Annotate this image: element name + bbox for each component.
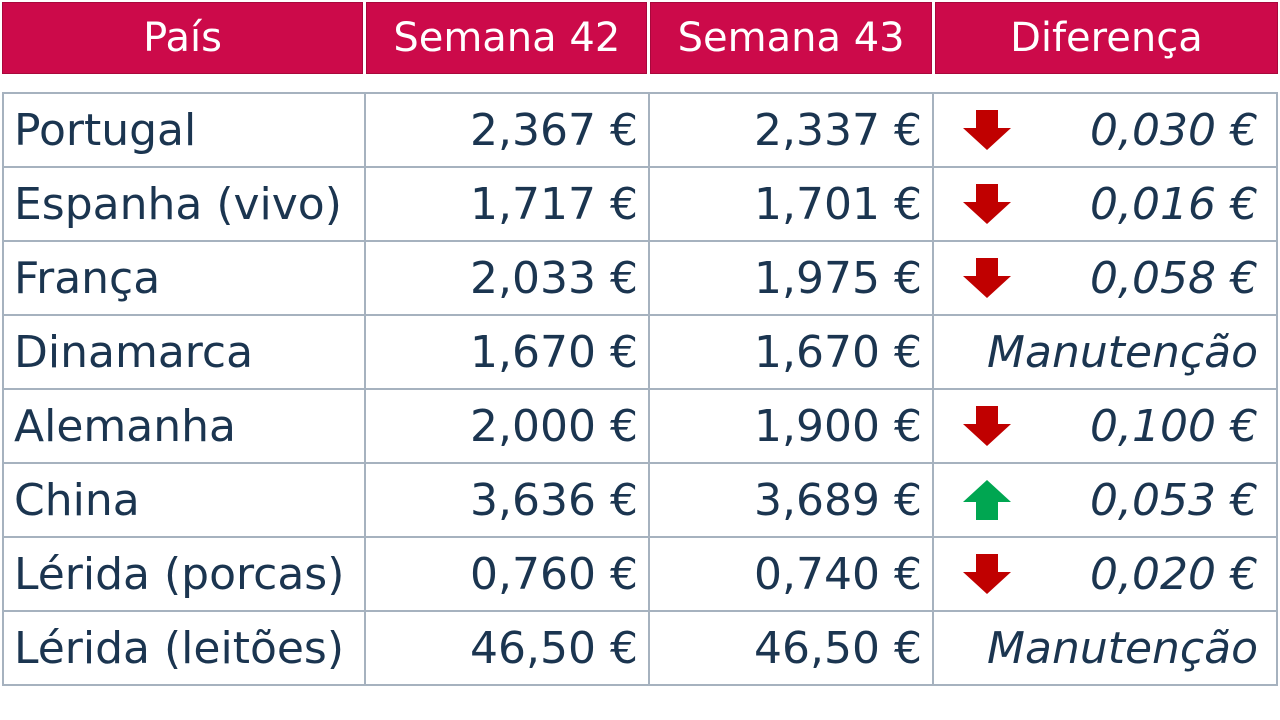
- difference-cell: 0,030 €: [934, 94, 1276, 166]
- week42-price-cell: 3,636 €: [366, 464, 650, 536]
- header-week43: Semana 43: [650, 2, 932, 74]
- week43-price-cell: 0,740 €: [650, 538, 934, 610]
- country-cell: Lérida (leitões): [4, 612, 366, 684]
- down-arrow-icon: [963, 110, 1011, 150]
- week43-price-cell: 3,689 €: [650, 464, 934, 536]
- week43-price-cell: 1,701 €: [650, 168, 934, 240]
- table-row: Lérida (leitões) 46,50 €46,50 € Manutenção: [4, 612, 1276, 684]
- country-cell: China: [4, 464, 366, 536]
- week42-price-cell: 46,50 €: [366, 612, 650, 684]
- difference-value: 0,058 €: [1090, 252, 1258, 304]
- difference-cell: 0,058 €: [934, 242, 1276, 314]
- price-table: Portugal 2,367 €2,337 € 0,030 € Espanha (vi…: [2, 92, 1278, 686]
- table-row: Dinamarca 1,670 €1,670 € Manutenção: [4, 316, 1276, 390]
- difference-cell: 0,016 €: [934, 168, 1276, 240]
- table-header: País Semana 42 Semana 43 Diferença: [2, 2, 1278, 76]
- week43-price-cell: 1,900 €: [650, 390, 934, 462]
- week43-price-cell: 2,337 €: [650, 94, 934, 166]
- down-arrow-icon: [963, 184, 1011, 224]
- country-cell: Portugal: [4, 94, 366, 166]
- difference-value: 0,016 €: [1090, 178, 1258, 230]
- week42-price-cell: 1,670 €: [366, 316, 650, 388]
- week42-price-cell: 2,367 €: [366, 94, 650, 166]
- down-arrow-icon: [963, 258, 1011, 298]
- difference-value: Manutenção: [987, 622, 1258, 674]
- table-row: Espanha (vivo) 1,717 €1,701 € 0,016 €: [4, 168, 1276, 242]
- difference-cell: 0,020 €: [934, 538, 1276, 610]
- difference-cell: Manutenção: [934, 612, 1276, 684]
- table-row: França 2,033 €1,975 € 0,058 €: [4, 242, 1276, 316]
- difference-value: 0,100 €: [1090, 400, 1258, 452]
- country-cell: Lérida (porcas): [4, 538, 366, 610]
- country-cell: França: [4, 242, 366, 314]
- difference-value: 0,020 €: [1090, 548, 1258, 600]
- difference-cell: 0,053 €: [934, 464, 1276, 536]
- difference-value: Manutenção: [987, 326, 1258, 378]
- table-row: Portugal 2,367 €2,337 € 0,030 €: [4, 94, 1276, 168]
- difference-cell: 0,100 €: [934, 390, 1276, 462]
- week43-price-cell: 1,670 €: [650, 316, 934, 388]
- week43-price-cell: 1,975 €: [650, 242, 934, 314]
- week42-price-cell: 2,033 €: [366, 242, 650, 314]
- header-week42: Semana 42: [366, 2, 648, 74]
- country-cell: Dinamarca: [4, 316, 366, 388]
- header-country: País: [2, 2, 364, 74]
- difference-value: 0,030 €: [1090, 104, 1258, 156]
- header-difference: Diferença: [934, 2, 1278, 74]
- difference-value: 0,053 €: [1090, 474, 1258, 526]
- up-arrow-icon: [963, 480, 1011, 520]
- down-arrow-icon: [963, 406, 1011, 446]
- week42-price-cell: 2,000 €: [366, 390, 650, 462]
- week42-price-cell: 1,717 €: [366, 168, 650, 240]
- week42-price-cell: 0,760 €: [366, 538, 650, 610]
- table-row: Alemanha 2,000 €1,900 € 0,100 €: [4, 390, 1276, 464]
- country-cell: Espanha (vivo): [4, 168, 366, 240]
- week43-price-cell: 46,50 €: [650, 612, 934, 684]
- down-arrow-icon: [963, 554, 1011, 594]
- table-row: China 3,636 €3,689 € 0,053 €: [4, 464, 1276, 538]
- country-cell: Alemanha: [4, 390, 366, 462]
- difference-cell: Manutenção: [934, 316, 1276, 388]
- table-row: Lérida (porcas) 0,760 €0,740 € 0,020 €: [4, 538, 1276, 612]
